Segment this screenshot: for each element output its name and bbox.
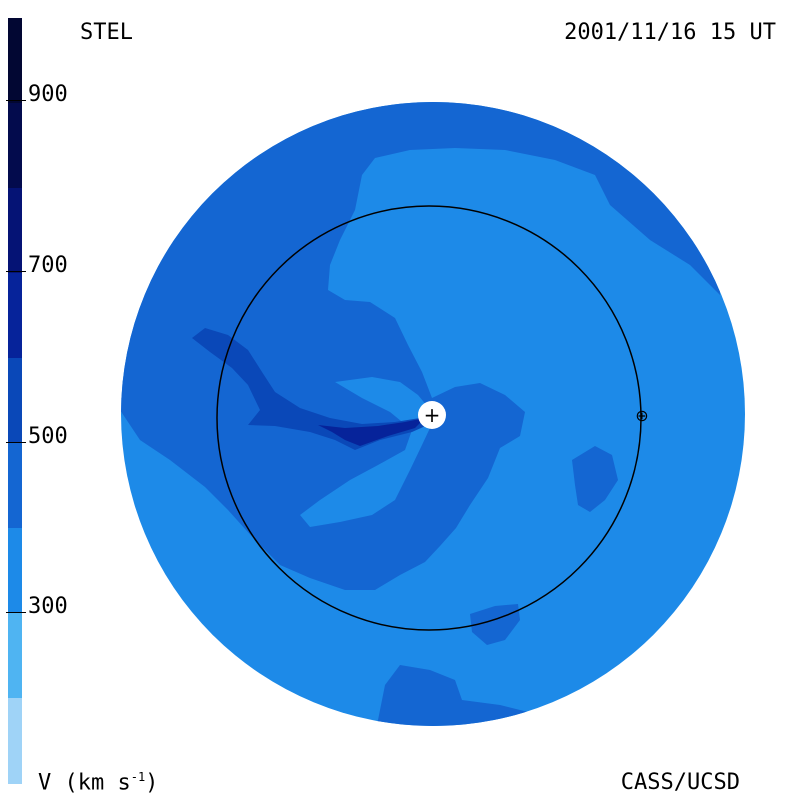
sun-symbol: + (424, 403, 441, 427)
colorbar-tick-label-700: 700 (28, 253, 68, 278)
colorbar-segment-lt200 (8, 698, 22, 784)
colorbar-tick-500 (6, 442, 26, 443)
timestamp-label: 2001/11/16 15 UT (564, 20, 776, 45)
colorbar-segment-700-800 (8, 188, 22, 273)
colorbar-segment-500-600 (8, 358, 22, 443)
colorbar-tick-label-900: 900 (28, 82, 68, 107)
region-400-500-outer (121, 102, 720, 590)
region-400-500-bottom-edge (360, 665, 560, 726)
units-label: V (km s-1) (38, 770, 158, 795)
colorbar-segment-800-900 (8, 103, 22, 188)
credit-label: CASS/UCSD (620, 770, 740, 795)
colorbar-segment-gt900 (8, 18, 22, 103)
colorbar-tick-label-300: 300 (28, 594, 68, 619)
colorbar-tick-700 (6, 271, 26, 272)
units-prefix: V (km s (38, 770, 131, 796)
sun-marker (418, 401, 446, 429)
colorbar-tick-300 (6, 612, 26, 613)
colorbar-tick-900 (6, 100, 26, 101)
region-300-400-center (300, 377, 432, 527)
region-500-600-streak (192, 328, 430, 450)
colorbar-tick-label-500: 500 (28, 424, 68, 449)
earth-orbit-ring (216, 205, 642, 631)
velocity-colorbar (8, 18, 22, 784)
colorbar-segment-200-300 (8, 613, 22, 698)
region-600-700-streak (318, 418, 425, 446)
colorbar-segment-400-500 (8, 443, 22, 528)
units-exponent: -1 (130, 770, 146, 784)
earth-marker-icon: ⊕ (635, 406, 648, 425)
colorbar-segment-300-400 (8, 528, 22, 613)
colorbar-segment-600-700 (8, 273, 22, 358)
observatory-label: STEL (80, 20, 133, 45)
units-suffix: ) (145, 770, 159, 796)
region-400-500-right-island (572, 446, 618, 512)
